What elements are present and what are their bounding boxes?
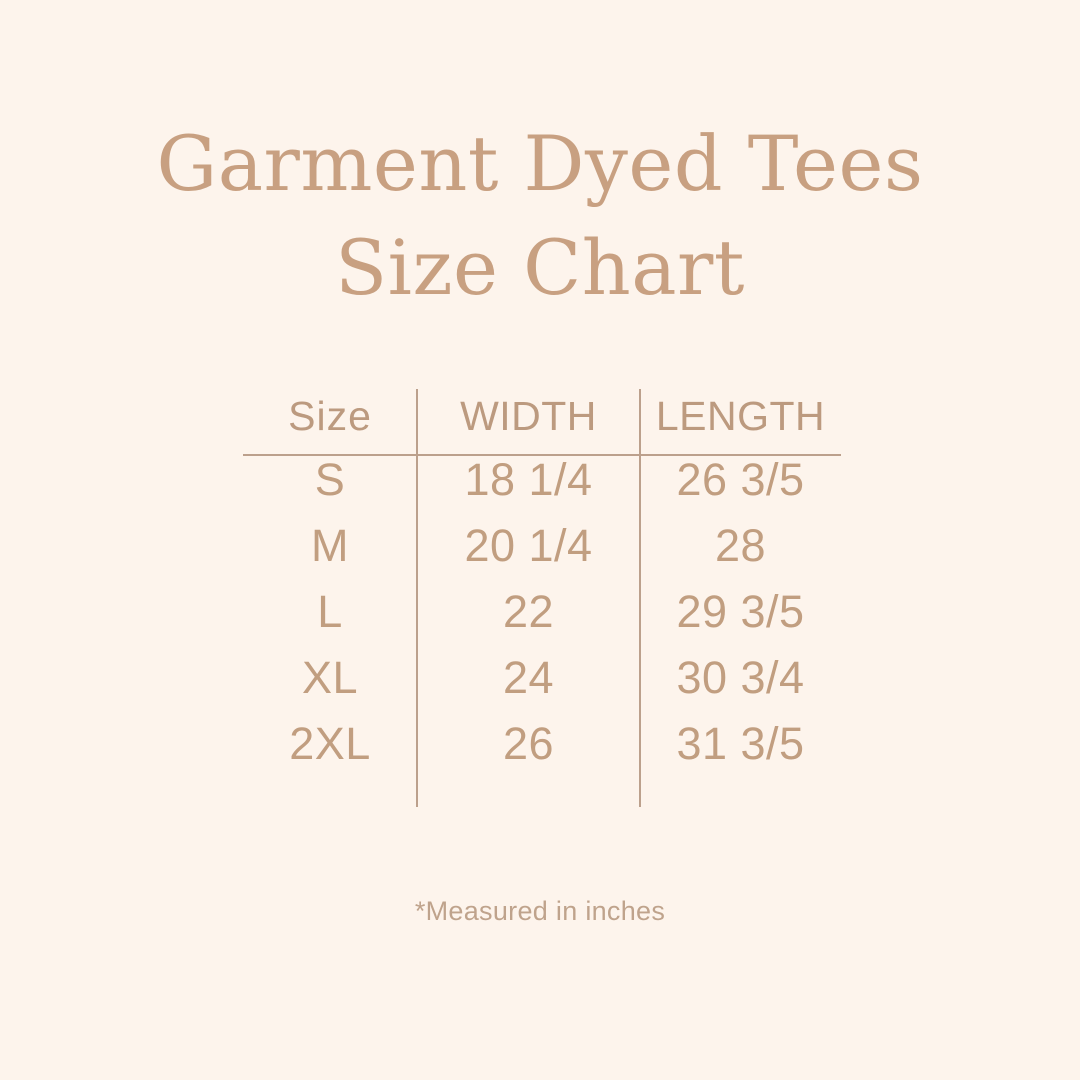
table-row: S 18 1/4 26 3/5: [243, 447, 841, 513]
column-divider-line-2: [639, 389, 641, 807]
cell-length: 31 3/5: [676, 718, 805, 769]
cell-size: M: [311, 520, 349, 571]
cell-size: S: [314, 454, 346, 505]
cell-width: 18 1/4: [464, 454, 593, 505]
page-title: Garment Dyed Tees Size Chart: [0, 112, 1080, 320]
cell-width: 22: [502, 586, 555, 637]
cell-width: 26: [502, 718, 555, 769]
cell-length: 28: [714, 520, 767, 571]
cell-size: XL: [301, 652, 359, 703]
cell-width: 20 1/4: [464, 520, 593, 571]
table-header-row: Size WIDTH LENGTH: [243, 385, 841, 447]
cell-size: L: [317, 586, 343, 637]
table-row: 2XL 26 31 3/5: [243, 711, 841, 777]
column-header-width: WIDTH: [460, 393, 597, 439]
cell-length: 26 3/5: [676, 454, 805, 505]
column-header-size: Size: [288, 393, 372, 439]
measurement-note: *Measured in inches: [414, 896, 666, 926]
title-line-1: Garment Dyed Tees: [156, 119, 924, 208]
cell-length: 29 3/5: [676, 586, 805, 637]
cell-length: 30 3/4: [676, 652, 805, 703]
table-row: XL 24 30 3/4: [243, 645, 841, 711]
cell-width: 24: [502, 652, 555, 703]
table-row: M 20 1/4 28: [243, 513, 841, 579]
column-header-length: LENGTH: [655, 393, 826, 439]
column-divider-line-1: [416, 389, 418, 807]
size-chart-table: Size WIDTH LENGTH S 18 1/4 26 3/5 M 20 1…: [243, 385, 841, 777]
table-row: L 22 29 3/5: [243, 579, 841, 645]
title-line-2: Size Chart: [335, 223, 745, 312]
cell-size: 2XL: [289, 718, 371, 769]
header-divider-line: [243, 454, 841, 456]
